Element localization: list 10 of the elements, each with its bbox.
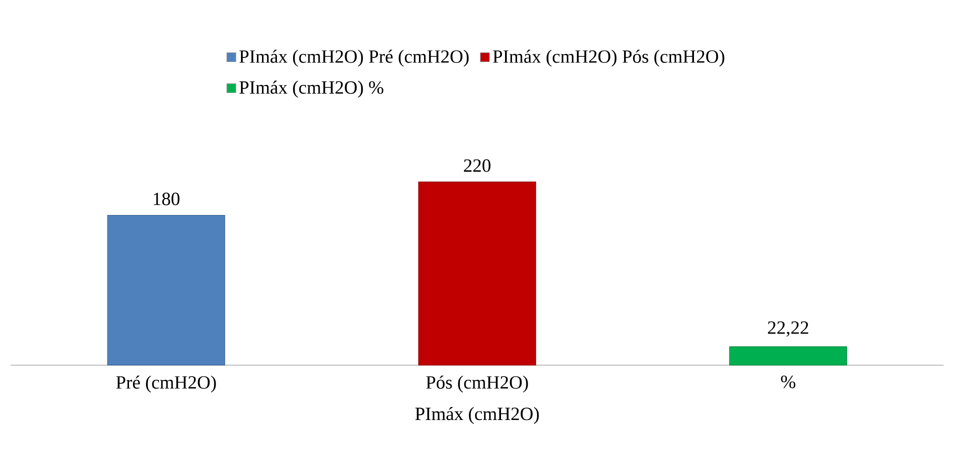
x-axis-title: PImáx (cmH2O) [415, 406, 539, 424]
data-label: 180 [154, 192, 180, 205]
legend-label: PImáx (cmH2O) Pré (cmH2O) [239, 49, 469, 66]
legend-label: PImáx (cmH2O) % [239, 80, 384, 98]
data-label: 22,22 [768, 321, 808, 336]
data-label: 220 [464, 159, 490, 172]
x-tick-label: % [781, 375, 796, 388]
legend-label: PImáx (cmH2O) Pós (cmH2O) [492, 49, 724, 66]
x-tick-label: Pós (cmH2O) [426, 375, 528, 392]
x-tick-label: Pré (cmH2O) [116, 375, 216, 392]
